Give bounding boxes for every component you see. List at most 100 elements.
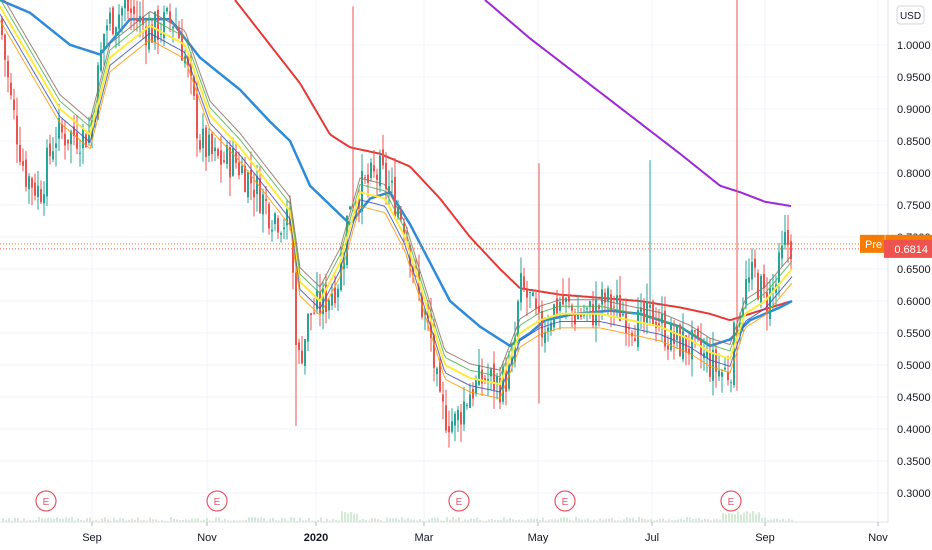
volume-bar	[425, 520, 427, 522]
candle-body	[121, 8, 123, 16]
volume-bar	[164, 520, 166, 522]
candle-body	[529, 292, 531, 294]
volume-bar	[161, 520, 163, 522]
volume-bar	[173, 518, 175, 522]
candle-body	[532, 292, 534, 297]
earnings-marker-circle	[720, 490, 742, 512]
volume-bar	[374, 518, 376, 522]
candle-body	[442, 394, 444, 402]
volume-bar	[686, 517, 688, 522]
volume-bar	[287, 520, 289, 522]
candle-body	[106, 25, 108, 31]
y-tick-label: 0.8000	[897, 168, 931, 180]
candle-body	[82, 128, 84, 149]
candle-body	[295, 272, 297, 345]
volume-bar	[431, 517, 433, 522]
earnings-marker-label: E	[214, 497, 221, 508]
candle-body	[358, 202, 360, 209]
earnings-marker[interactable]: E	[206, 490, 228, 512]
volume-bar	[158, 520, 160, 522]
volume-bar	[461, 520, 463, 522]
candle-body	[352, 205, 354, 207]
volume-bar	[569, 519, 571, 522]
candle-body	[274, 213, 276, 224]
volume-bar	[653, 520, 655, 522]
y-tick-label: 0.7500	[897, 200, 931, 212]
candle-body	[1, 18, 3, 35]
volume-bar	[260, 517, 262, 522]
candle-body	[247, 172, 249, 198]
volume-bar	[605, 518, 607, 522]
volume-bar	[14, 517, 16, 522]
volume-bar	[65, 517, 67, 522]
volume-bar	[677, 519, 679, 522]
earnings-marker[interactable]: E	[720, 490, 742, 512]
candle-body	[694, 330, 696, 332]
volume-bar	[668, 519, 670, 522]
volume-bar	[482, 520, 484, 522]
volume-bar	[776, 518, 778, 522]
candle-body	[61, 124, 63, 133]
earnings-marker-circle	[206, 490, 228, 512]
candle-body	[637, 310, 639, 347]
candle-body	[439, 362, 441, 392]
volume-bar	[410, 519, 412, 522]
candle-body	[472, 388, 474, 399]
candle-body	[277, 218, 279, 233]
currency-button[interactable]: USD	[896, 5, 925, 25]
volume-bar	[125, 520, 127, 522]
volume-bar	[557, 519, 559, 522]
candle-body	[547, 327, 549, 332]
volume-bar	[224, 518, 226, 522]
volume-bar	[755, 514, 757, 522]
y-tick-label: 0.4500	[897, 392, 931, 404]
y-tick-label: 0.6500	[897, 264, 931, 276]
earnings-marker-label: E	[562, 497, 569, 508]
volume-bar	[695, 518, 697, 522]
earnings-marker[interactable]: E	[554, 490, 576, 512]
candle-body	[463, 401, 465, 425]
volume-bar	[656, 519, 658, 522]
candle-body	[436, 368, 438, 375]
short-ma-line	[0, 13, 793, 393]
time-axis[interactable]: Sep Nov 2020 Mar May Jul Sep Nov	[82, 522, 888, 544]
volume-bar	[140, 520, 142, 522]
candle-body	[415, 265, 417, 268]
candle-body	[88, 133, 90, 143]
candle-body	[712, 349, 714, 381]
candle-body	[646, 301, 648, 323]
volume-bar	[62, 518, 64, 522]
candle-body	[724, 367, 726, 370]
candle-body	[154, 11, 156, 43]
candle-body	[784, 231, 786, 245]
volume-bar	[689, 517, 691, 522]
x-tick-label: Sep	[755, 532, 775, 544]
candle-body	[229, 147, 231, 178]
volume-bar	[68, 518, 70, 522]
volume-bar	[2, 518, 4, 522]
volume-bar	[377, 519, 379, 522]
volume-bar	[644, 519, 646, 522]
volume-bar	[725, 513, 727, 522]
candle-body	[667, 345, 669, 350]
price-axis[interactable]: 1.00000.95000.90000.85000.80000.75000.70…	[897, 40, 931, 500]
volume-bar	[731, 513, 733, 522]
candle-body	[448, 426, 450, 433]
earnings-marker-circle	[554, 490, 576, 512]
volume-bar	[29, 520, 31, 522]
volume-bar	[380, 519, 382, 522]
earnings-marker[interactable]: E	[35, 490, 57, 512]
candle-body	[16, 115, 18, 145]
volume-bar	[734, 514, 736, 522]
earnings-marker[interactable]: E	[448, 490, 470, 512]
volume-bar	[170, 517, 172, 522]
volume-bar	[527, 519, 529, 522]
candle-body	[262, 194, 264, 215]
volume-bar	[134, 519, 136, 522]
candle-body	[574, 312, 576, 325]
candle-body	[118, 14, 120, 29]
candle-body	[490, 369, 492, 377]
volume-bar	[518, 519, 520, 522]
